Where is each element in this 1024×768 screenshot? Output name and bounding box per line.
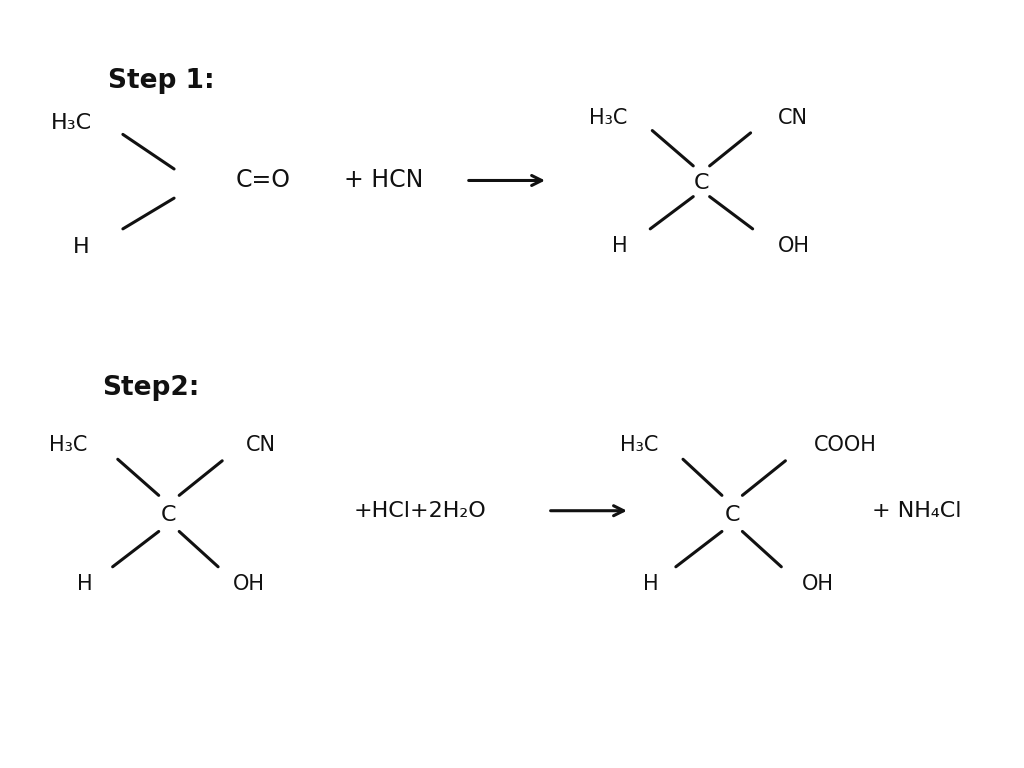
Text: CN: CN [246,435,275,455]
Text: OH: OH [232,574,264,594]
Text: +HCl+2H₂O: +HCl+2H₂O [353,501,486,521]
Text: COOH: COOH [814,435,877,455]
Text: + NH₄Cl: + NH₄Cl [871,501,962,521]
Text: Step 1:: Step 1: [108,68,214,94]
Text: + HCN: + HCN [344,168,424,193]
Text: H₃C: H₃C [590,108,628,127]
Text: H₃C: H₃C [51,113,92,133]
Text: H: H [643,574,658,594]
Text: H₃C: H₃C [49,435,87,455]
Text: H: H [612,236,628,256]
Text: H: H [77,574,92,594]
Text: C=O: C=O [236,168,291,193]
Text: C: C [161,505,177,525]
Text: H: H [73,237,89,257]
Text: C: C [724,505,740,525]
Text: CN: CN [778,108,808,127]
Text: OH: OH [778,236,810,256]
Text: Step2:: Step2: [102,375,200,401]
Text: C: C [693,173,710,193]
Text: H₃C: H₃C [621,435,658,455]
Text: OH: OH [802,574,834,594]
